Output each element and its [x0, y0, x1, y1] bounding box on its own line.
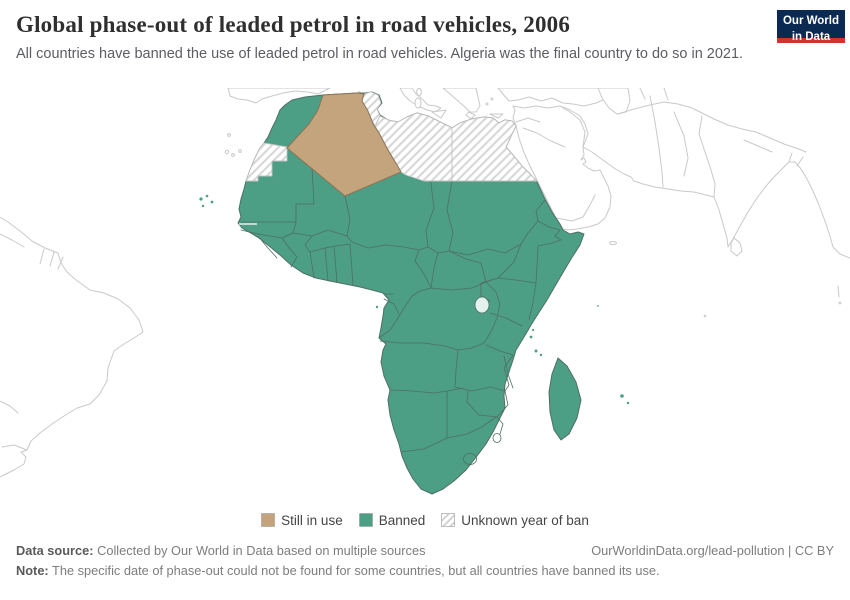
- island-canary: [238, 149, 242, 153]
- region-madagascar-banned[interactable]: [548, 357, 582, 441]
- legend-swatch-unknown: [441, 513, 456, 527]
- island-canary: [224, 149, 230, 155]
- owid-logo[interactable]: Our World in Data: [777, 10, 845, 43]
- south-america-borders: [0, 233, 64, 451]
- legend-item-unknown[interactable]: Unknown year of ban: [441, 513, 589, 528]
- central-asia-borders: [559, 88, 701, 188]
- owid-logo-line1: Our World: [782, 15, 839, 27]
- legend-label-still-in-use: Still in use: [281, 512, 343, 528]
- data-source-text: Collected by Our World in Data based on …: [93, 543, 426, 558]
- legend-label-unknown: Unknown year of ban: [461, 512, 589, 528]
- island-andaman: [838, 301, 842, 305]
- island-maldives: [703, 314, 707, 318]
- chart-subtitle: All countries have banned the use of lea…: [16, 46, 744, 62]
- island-canary: [231, 153, 235, 157]
- island-sardinia: [414, 97, 422, 109]
- region-peloponnese: [465, 111, 476, 120]
- region-india: [698, 111, 850, 259]
- region-south-america: [0, 216, 144, 478]
- island-aegean: [485, 102, 489, 106]
- island-sicily: [431, 109, 447, 119]
- unknown-year-group: [245, 91, 538, 182]
- africa-country-borders: [238, 167, 562, 453]
- map-legend: Still in use Banned Unknown year of ban: [0, 505, 850, 535]
- region-caspian-sea: [597, 88, 631, 115]
- island-corsica: [416, 88, 422, 97]
- legend-swatch-still-in-use: [261, 513, 275, 527]
- middle-east-borders: [515, 117, 596, 222]
- lake-victoria: [474, 296, 490, 314]
- island-aegean: [490, 97, 494, 101]
- chart-header: Global phase-out of leaded petrol in roa…: [0, 0, 850, 88]
- region-arabia: [512, 105, 612, 231]
- page-title: Global phase-out of leaded petrol in roa…: [16, 12, 571, 37]
- legend-swatch-banned: [358, 513, 373, 527]
- island-socotra: [609, 240, 617, 246]
- banned-islands: [199, 194, 630, 405]
- legend-item-still-in-use[interactable]: Still in use: [261, 513, 343, 528]
- owid-logo-line2: in Data: [791, 30, 831, 43]
- island-sri-lanka: [730, 237, 743, 257]
- island-madeira: [227, 133, 231, 137]
- note-text: The specific date of phase-out could not…: [48, 562, 660, 578]
- region-algeria-still-in-use[interactable]: [286, 92, 402, 197]
- region-balkans-greece: [442, 88, 481, 113]
- region-western-sahara-unknown[interactable]: [245, 142, 288, 182]
- legend-item-banned[interactable]: Banned: [358, 512, 426, 528]
- data-source-label: Data source:: [16, 543, 94, 558]
- island-andaman: [837, 285, 840, 298]
- data-source-line: Data source: Collected by Our World in D…: [16, 541, 425, 561]
- island-crete: [489, 113, 504, 119]
- legend-label-banned: Banned: [378, 512, 426, 528]
- africa-banned-group: [199, 91, 630, 495]
- region-swaziland-border: [492, 433, 502, 443]
- region-iran-coast: [582, 146, 715, 198]
- region-lesotho-border: [463, 453, 477, 465]
- note-label: Note:: [16, 562, 49, 578]
- region-egypt-unknown[interactable]: [451, 116, 538, 182]
- background-landmasses: [0, 88, 850, 478]
- owid-link[interactable]: OurWorldinData.org/lead-pollution | CC B…: [591, 543, 834, 558]
- region-iberia: [227, 88, 331, 104]
- chart-footer: Data source: Collected by Our World in D…: [0, 535, 850, 581]
- world-map: [0, 88, 850, 505]
